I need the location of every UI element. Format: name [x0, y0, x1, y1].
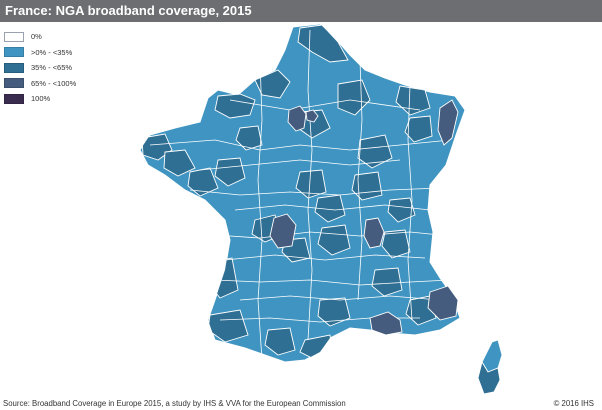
- dept-maine-et-loire: [214, 157, 246, 187]
- dept-cote-d-or: [357, 134, 393, 169]
- map-title: France: NGA broadband coverage, 2015: [0, 0, 602, 22]
- legend-item-1: >0% - <35%: [4, 45, 76, 61]
- dept-marne: [337, 79, 371, 116]
- legend-item-2: 35% - <65%: [4, 60, 76, 76]
- legend-label: 65% - <100%: [31, 78, 77, 88]
- legend-swatch: [4, 62, 24, 73]
- dept-rhone: [363, 217, 385, 249]
- legend-label: 0%: [31, 32, 42, 42]
- legend-swatch: [4, 93, 24, 104]
- legend-label: >0% - <35%: [31, 47, 73, 57]
- legend: 0% >0% - <35% 35% - <65% 65% - <100% 100…: [4, 29, 76, 107]
- corsica: [477, 339, 503, 395]
- copyright-note: © 2016 IHS: [553, 399, 594, 408]
- dept-morbihan: [163, 149, 196, 177]
- departments-65-100: [269, 99, 459, 336]
- dept-vosges: [404, 115, 433, 143]
- legend-item-3: 65% - <100%: [4, 76, 76, 92]
- legend-item-4: 100%: [4, 91, 76, 107]
- france-map: [139, 23, 503, 395]
- dept-ariege: [264, 327, 296, 356]
- source-note: Source: Broadband Coverage in Europe 201…: [3, 399, 346, 408]
- dept-ain: [387, 197, 416, 223]
- dept-drome: [371, 267, 403, 297]
- dept-bas-rhin: [437, 99, 459, 146]
- dept-herault: [317, 297, 351, 327]
- legend-item-0: 0%: [4, 29, 76, 45]
- legend-swatch: [4, 47, 24, 58]
- dept-yvelines: [287, 105, 307, 132]
- dept-vienne: [269, 213, 297, 249]
- dept-paris-petite-couronne: [305, 109, 319, 123]
- dept-corse-du-sud: [477, 360, 501, 395]
- dept-bouches-du-rhone: [369, 311, 403, 336]
- legend-label: 100%: [31, 94, 51, 104]
- dept-isere: [381, 229, 411, 259]
- dept-puy-de-dome: [317, 224, 351, 256]
- legend-label: 35% - <65%: [31, 63, 73, 73]
- dept-allier: [314, 194, 346, 223]
- legend-swatch: [4, 78, 24, 89]
- dept-sarthe: [235, 125, 263, 151]
- department-boundaries: [149, 29, 451, 361]
- legend-swatch: [4, 31, 24, 42]
- dept-calvados: [214, 93, 256, 119]
- dept-alpes-maritimes: [427, 285, 459, 321]
- dept-cher: [295, 169, 327, 199]
